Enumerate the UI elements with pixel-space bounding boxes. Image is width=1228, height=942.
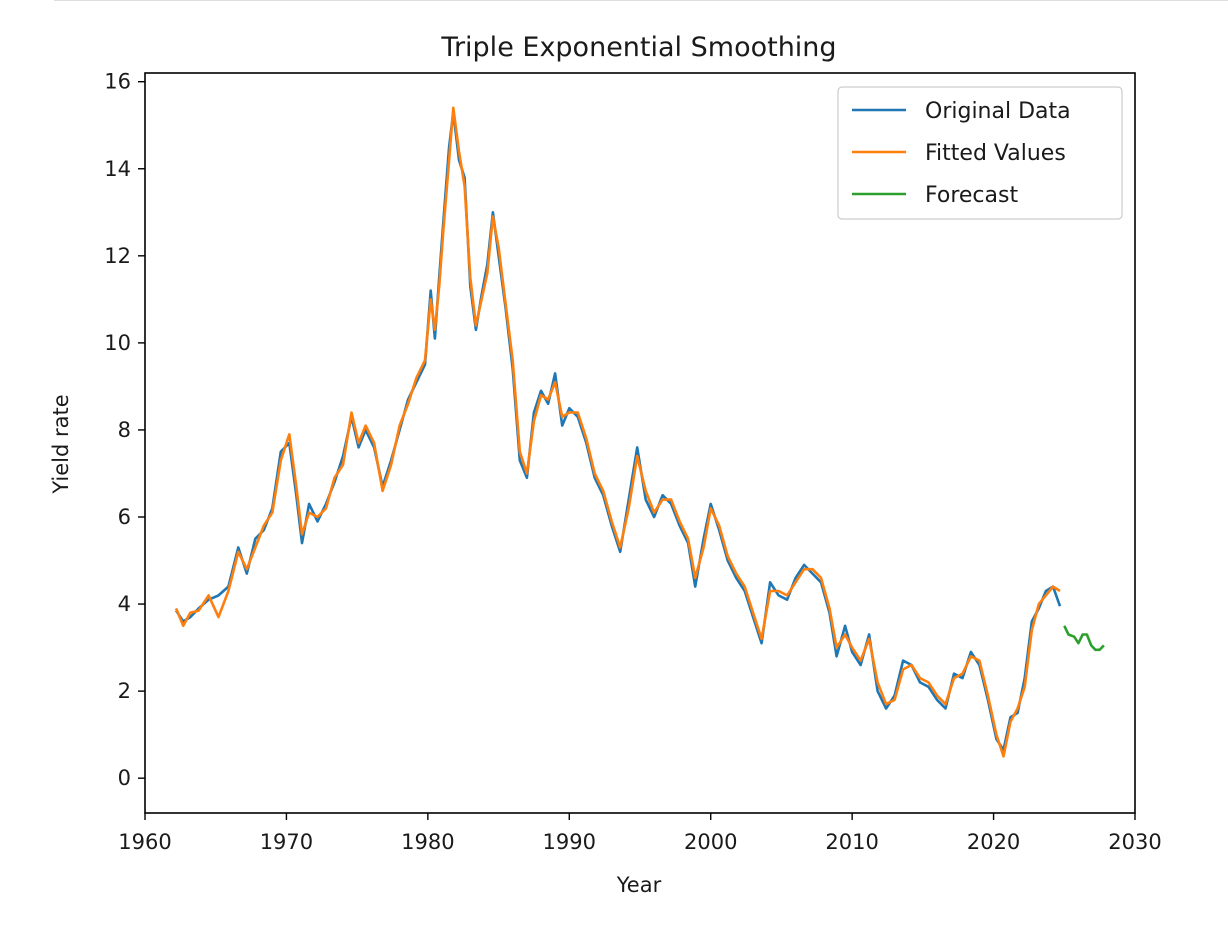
x-tick-label: 2030 (1108, 830, 1161, 854)
x-tick-label: 1960 (118, 830, 171, 854)
legend: Original Data Fitted Values Forecast (837, 86, 1123, 220)
x-tick-label: 2010 (825, 830, 878, 854)
axes-frame (144, 72, 1136, 814)
legend-box (837, 86, 1123, 220)
y-tick-label: 4 (118, 592, 131, 616)
series-line-2 (1063, 625, 1105, 652)
legend-label-2: Forecast (925, 183, 1018, 208)
top-border (54, 0, 1228, 1)
y-axis-label: Yield rate (49, 394, 73, 494)
y-tick-label: 2 (118, 679, 131, 703)
plot-area: 1960 1970 1980 1990 2000 2010 2020 2030 0 2 4 6 8 10 1… (104, 70, 1161, 854)
y-tick-label: 12 (104, 244, 131, 268)
x-tick-label: 1970 (260, 830, 313, 854)
x-tick-label: 1990 (543, 830, 596, 854)
series-line-1 (174, 106, 1061, 758)
y-tick-label: 8 (118, 418, 131, 442)
y-tick-label: 6 (118, 505, 131, 529)
y-tick-label: 16 (104, 70, 131, 94)
legend-label-1: Fitted Values (925, 141, 1066, 166)
x-tick-label: 2020 (967, 830, 1020, 854)
y-tick-label: 14 (104, 157, 131, 181)
x-axis-label: Year (616, 873, 662, 897)
legend-label-0: Original Data (925, 99, 1071, 124)
x-tick-label: 1980 (401, 830, 454, 854)
y-tick-label: 10 (104, 331, 131, 355)
x-tick-label: 2000 (684, 830, 737, 854)
series-lines (174, 106, 1105, 758)
chart-title: Triple Exponential Smoothing (440, 32, 836, 63)
y-tick-label: 0 (118, 766, 131, 790)
